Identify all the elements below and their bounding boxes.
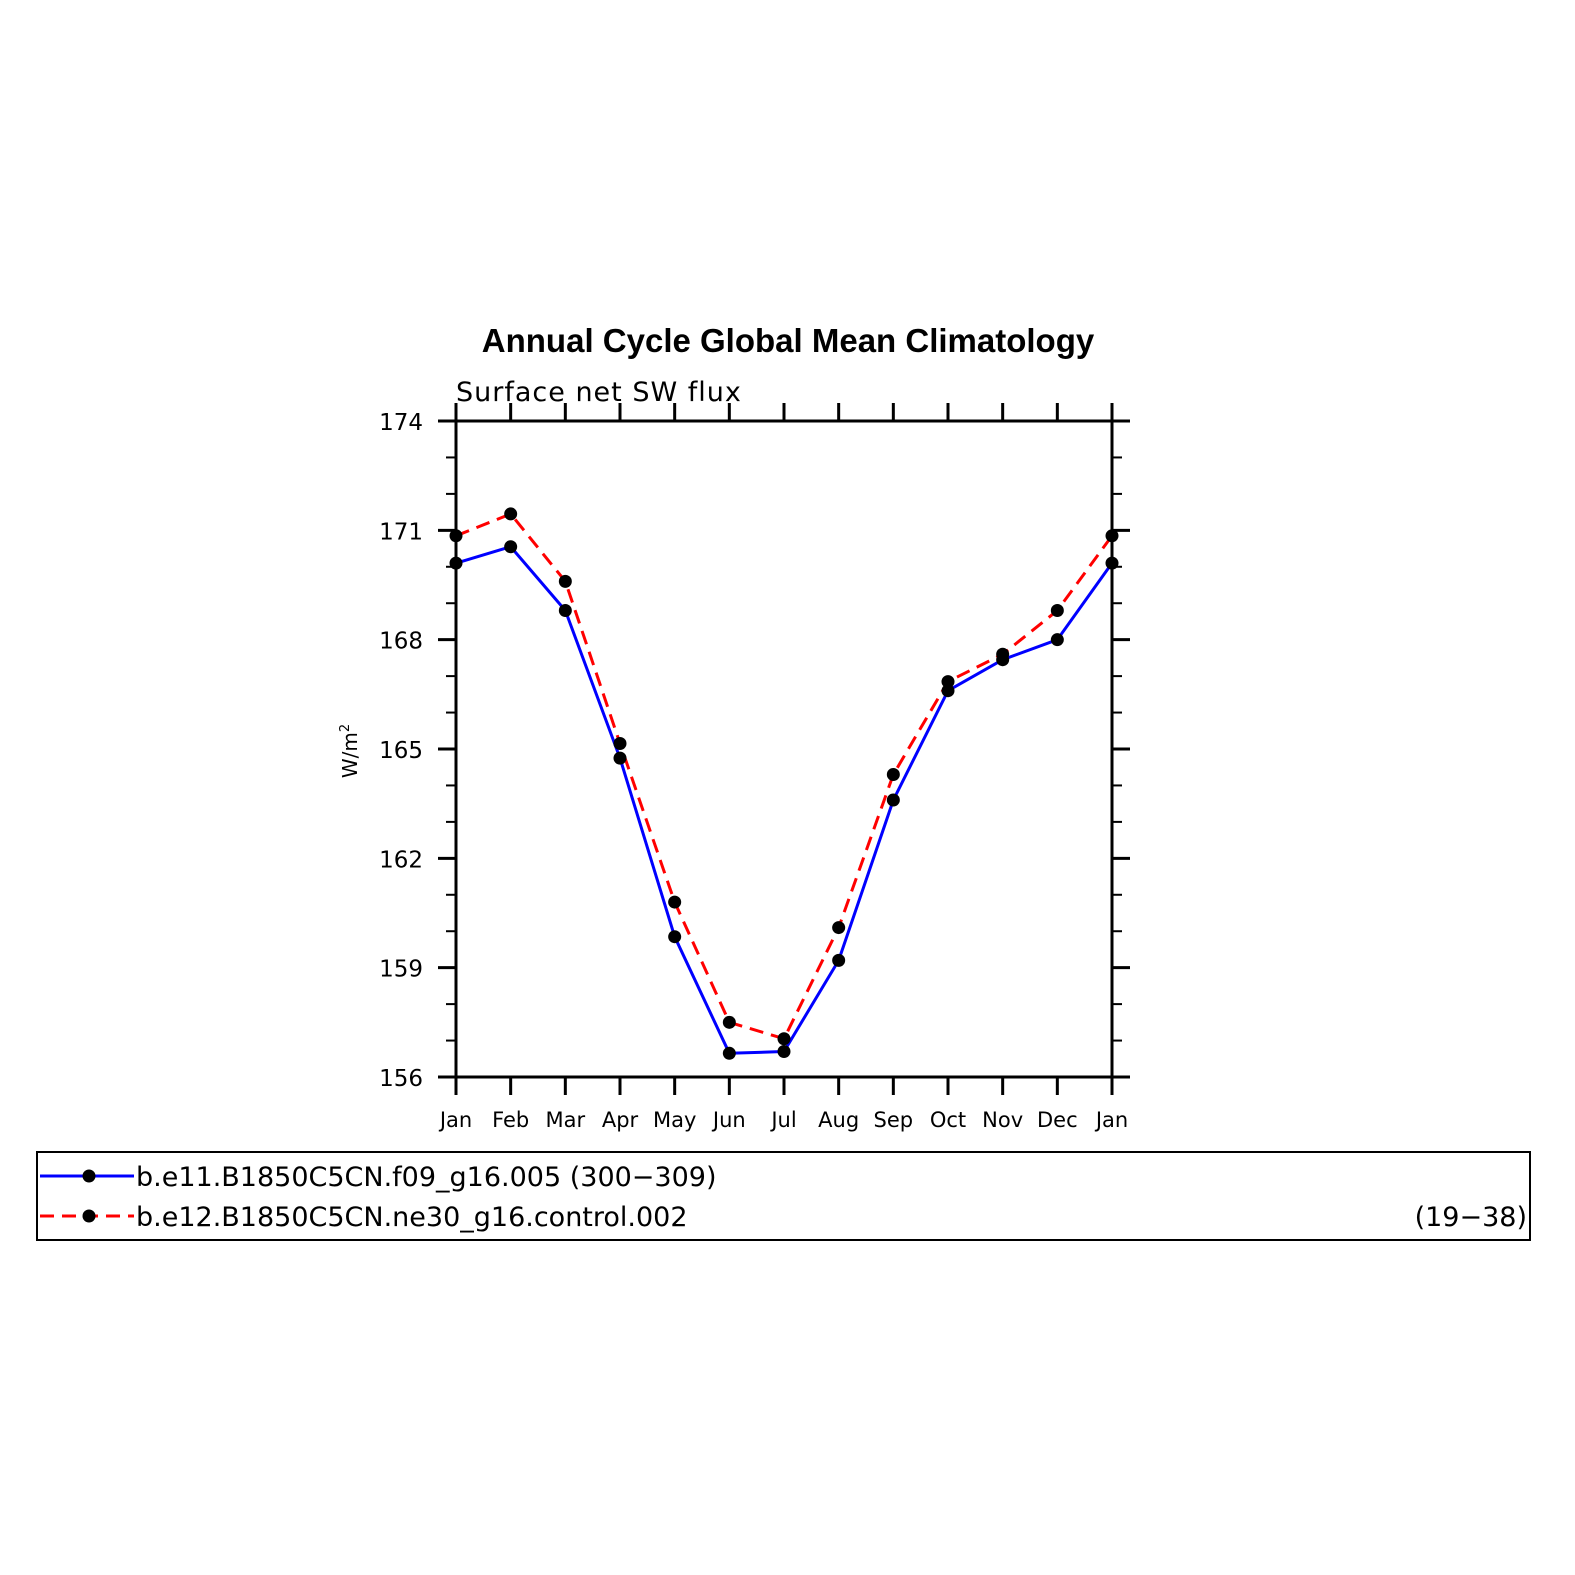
x-tick-label: May <box>653 1108 696 1132</box>
svg-text:W/m2: W/m2 <box>338 724 362 778</box>
y-tick-label: 165 <box>379 738 423 764</box>
y-axis-label-superscript: 2 <box>338 724 353 732</box>
series-2-point <box>449 529 463 543</box>
x-tick-label: Jul <box>769 1108 796 1132</box>
x-tick-label: Sep <box>874 1108 914 1132</box>
series-1-point <box>668 930 682 944</box>
series-1-point <box>1050 633 1064 647</box>
x-tick-label: Aug <box>818 1108 859 1132</box>
series-line-2 <box>455 512 1114 1041</box>
x-tick-label: Feb <box>492 1108 529 1132</box>
series-1-point <box>941 684 955 698</box>
series-1-point <box>1105 556 1119 570</box>
series-1-point <box>722 1046 736 1060</box>
legend-marker-1 <box>82 1169 96 1183</box>
series-2-point <box>722 1015 736 1029</box>
series-1-point <box>886 793 900 807</box>
legend-box <box>36 1151 1531 1241</box>
x-tick-label: Dec <box>1037 1108 1078 1132</box>
series-2-point <box>1050 604 1064 618</box>
x-tick-label: Mar <box>546 1108 586 1132</box>
series-2-point <box>996 647 1010 661</box>
y-tick-label: 168 <box>379 629 423 655</box>
series-2-point <box>504 507 518 521</box>
series-2-point <box>886 768 900 782</box>
series-2-point <box>777 1032 791 1046</box>
series-1-point <box>832 953 846 967</box>
x-tick-label: Jun <box>711 1108 746 1132</box>
series-1-point <box>777 1044 791 1058</box>
legend-label-1: b.e11.B1850C5CN.f09_g16.005 (300−309) <box>136 1162 717 1193</box>
y-tick-label: 156 <box>379 1066 423 1092</box>
y-tick-label: 162 <box>379 847 423 873</box>
series-2-point <box>558 574 572 588</box>
y-tick-label: 159 <box>379 957 423 983</box>
x-tick-label: Apr <box>602 1108 639 1132</box>
x-tick-label: Jan <box>1094 1108 1128 1132</box>
series-2-point <box>668 895 682 909</box>
legend-label-suffix-2: (19−38) <box>1415 1202 1527 1233</box>
series-1-point <box>449 556 463 570</box>
x-tick-label: Nov <box>982 1108 1023 1132</box>
y-tick-label: 174 <box>379 410 423 436</box>
legend-marker-2 <box>82 1209 96 1223</box>
series-1-point <box>613 751 627 765</box>
y-axis-label-text: W/m <box>338 732 362 778</box>
legend-label-2: b.e12.B1850C5CN.ne30_g16.control.002 <box>136 1202 688 1233</box>
y-tick-label: 171 <box>379 519 423 545</box>
series-2-point <box>1105 529 1119 543</box>
x-tick-label: Oct <box>930 1108 966 1132</box>
series-1-point <box>558 604 572 618</box>
series-2-point <box>613 737 627 751</box>
y-axis-label: W/m2 <box>338 724 362 778</box>
x-tick-label: Jan <box>438 1108 472 1132</box>
series-2-point <box>941 675 955 689</box>
chart-title: Annual Cycle Global Mean Climatology <box>482 322 1095 359</box>
series-2-point <box>832 921 846 935</box>
chart-subtitle: Surface net SW flux <box>456 377 742 408</box>
series-line-1 <box>455 545 1114 1055</box>
plot-frame <box>454 419 1114 1079</box>
series-1-point <box>504 540 518 554</box>
